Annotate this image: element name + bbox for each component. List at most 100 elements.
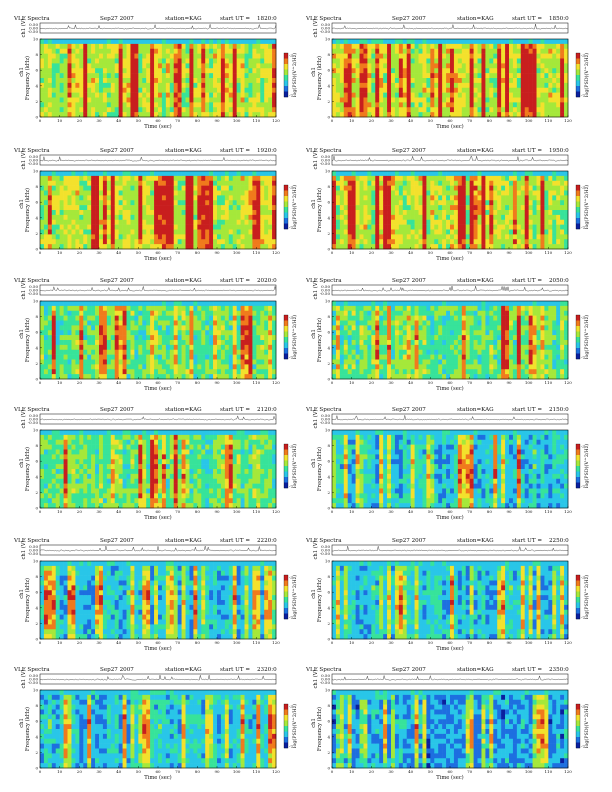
heatmap-cell <box>114 364 119 370</box>
heatmap-cell <box>43 234 49 240</box>
heatmap-cell <box>118 78 123 84</box>
heatmap-cell <box>213 68 218 74</box>
heatmap-cell <box>189 97 194 103</box>
heatmap-cell <box>355 58 360 64</box>
heatmap-cell <box>497 102 502 108</box>
heatmap-cell <box>99 190 104 196</box>
heatmap-cell <box>232 229 237 235</box>
heatmap-cell <box>47 239 53 245</box>
heatmap-cell <box>256 214 261 221</box>
heatmap-cell <box>126 97 131 103</box>
heatmap-cell <box>442 200 447 206</box>
heatmap-cell <box>146 87 151 93</box>
heatmap-cell <box>398 244 404 250</box>
heatmap-cell <box>220 82 226 89</box>
heatmap-cell <box>209 78 214 84</box>
heatmap-cell <box>118 107 123 113</box>
heatmap-cell <box>177 102 182 108</box>
heatmap-cell <box>477 205 482 211</box>
heatmap-cell <box>272 112 277 118</box>
heatmap-cell <box>532 214 537 221</box>
heatmap-cell <box>248 354 253 360</box>
x-axis-label: Time (sec) <box>436 255 463 262</box>
heatmap-cell <box>351 171 356 177</box>
heatmap-cell <box>40 315 45 321</box>
heatmap-cell <box>473 82 478 89</box>
heatmap-cell <box>512 97 518 103</box>
heatmap-cell <box>169 190 175 196</box>
heatmap-cell <box>248 214 253 221</box>
channel-label: ch1 <box>311 67 317 77</box>
heatmap-cell <box>79 112 84 118</box>
heatmap-cell <box>351 219 356 225</box>
heatmap-cell <box>394 68 400 74</box>
heatmap-cell <box>371 195 376 201</box>
heatmap-cell <box>532 97 537 103</box>
waveform-tick-label: -0.50 <box>320 161 331 166</box>
heatmap-cell <box>367 87 372 93</box>
heatmap-cell <box>83 210 88 216</box>
heatmap-cell <box>161 39 167 45</box>
heatmap-cell <box>355 210 360 216</box>
heatmap-cell <box>414 68 419 74</box>
heatmap-cell <box>154 301 159 307</box>
heatmap-cell <box>122 325 127 331</box>
heatmap-cell <box>87 39 92 45</box>
heatmap-cell <box>197 239 202 245</box>
heatmap-cell <box>205 369 210 375</box>
heatmap-cell <box>150 87 155 93</box>
heatmap-cell <box>142 112 147 118</box>
heatmap-cell <box>217 364 222 370</box>
heatmap-cell <box>228 205 234 211</box>
heatmap-cell <box>339 195 345 201</box>
heatmap-cell <box>493 219 498 225</box>
heatmap-cell <box>228 229 234 235</box>
heatmap-cell <box>43 68 49 74</box>
heatmap-cell <box>477 97 482 103</box>
heatmap-cell <box>95 102 100 108</box>
heatmap-cell <box>40 87 45 93</box>
heatmap-cell <box>264 87 269 93</box>
heatmap-cell <box>209 359 214 365</box>
heatmap-cell <box>244 305 249 312</box>
heatmap-cell <box>481 107 486 113</box>
heatmap-cell <box>516 112 522 118</box>
heatmap-cell <box>252 107 257 113</box>
heatmap-cell <box>505 185 510 191</box>
heatmap-cell <box>268 205 273 211</box>
heatmap-cell <box>528 78 533 84</box>
heatmap-cell <box>217 73 222 79</box>
heatmap-cell <box>457 87 463 93</box>
heatmap-cell <box>185 320 190 326</box>
heatmap-cell <box>146 305 151 312</box>
heatmap-cell <box>154 340 159 346</box>
heatmap-cell <box>391 180 396 186</box>
heatmap-cell <box>512 171 518 177</box>
heatmap-cell <box>387 63 392 69</box>
heatmap-cell <box>528 244 533 250</box>
heatmap-cell <box>177 224 182 230</box>
heatmap-cell <box>260 224 265 230</box>
heatmap-cell <box>481 102 486 108</box>
heatmap-cell <box>173 39 178 45</box>
heatmap-cell <box>213 320 218 326</box>
heatmap-cell <box>252 175 257 182</box>
heatmap-cell <box>220 210 226 216</box>
heatmap-cell <box>509 87 514 93</box>
heatmap-cell <box>59 92 64 98</box>
heatmap-cell <box>59 185 64 191</box>
heatmap-cell <box>71 214 76 221</box>
heatmap-cell <box>75 200 80 206</box>
heatmap-cell <box>142 344 147 351</box>
heatmap-cell <box>197 340 202 346</box>
heatmap-cell <box>106 87 112 93</box>
heatmap-cell <box>343 102 349 108</box>
heatmap-cell <box>359 97 364 103</box>
heatmap-cell <box>205 205 210 211</box>
heatmap-cell <box>453 87 459 93</box>
heatmap-cell <box>457 171 463 177</box>
heatmap-cell <box>524 78 529 84</box>
heatmap-cell <box>359 180 364 186</box>
heatmap-cell <box>228 92 234 98</box>
heatmap-cell <box>154 48 159 54</box>
